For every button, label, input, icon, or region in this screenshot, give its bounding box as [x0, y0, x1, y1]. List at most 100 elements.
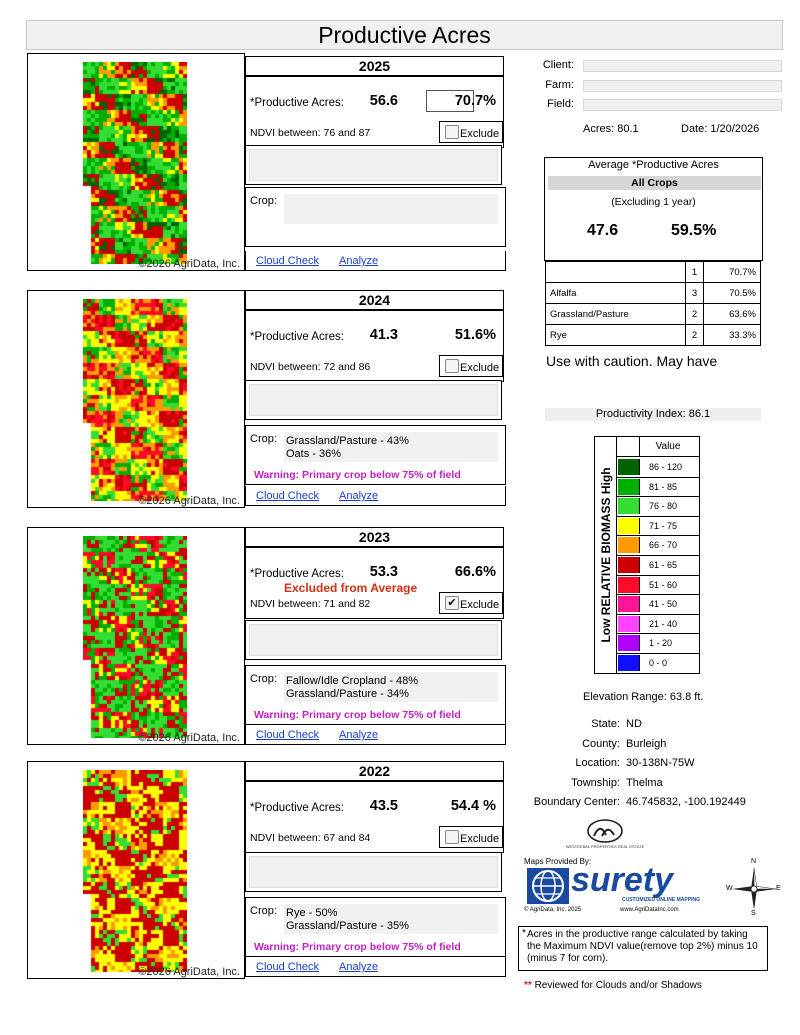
productive-acres-label: *Productive Acres: — [250, 331, 344, 343]
legend-row: 66 - 70 — [617, 536, 699, 556]
exclude-checkbox[interactable]: Exclude — [439, 355, 503, 377]
checkbox-icon[interactable] — [445, 359, 459, 373]
legend-label: 66 - 70 — [649, 540, 678, 551]
all-crops-label: All Crops — [548, 176, 761, 190]
productive-percent: 70.7% — [426, 93, 496, 109]
links-row: Cloud Check Analyze — [245, 957, 506, 977]
crop-history-pct: 70.7% — [703, 261, 761, 283]
westeebal-logo: WESTEEBAL PROPERTIES REAL ESTATE — [560, 817, 650, 851]
client-input[interactable] — [583, 60, 782, 72]
logo-icon — [587, 819, 623, 843]
average-panel: Average *Productive Acres All Crops (Exc… — [544, 157, 763, 261]
productive-acres-value: 41.3 — [369, 327, 398, 343]
crop-panel: Crop: Grassland/Pasture - 43% Oats - 36%… — [245, 425, 506, 485]
crop-history-pct: 70.5% — [703, 282, 761, 304]
checkbox-icon[interactable] — [445, 125, 459, 139]
crop-history-count: 2 — [685, 303, 704, 325]
crop-list: Fallow/Idle Cropland - 48% Grassland/Pas… — [284, 672, 498, 702]
surety-wordmark: surety — [571, 861, 674, 899]
productive-acres-value: 53.3 — [369, 564, 398, 580]
crop-history-crop: Alfalfa — [545, 282, 686, 304]
productive-percent-value: 70.7 — [454, 93, 484, 109]
productivity-index: Productivity Index: 86.1 — [545, 408, 761, 421]
logo-caption: WESTEEBAL PROPERTIES REAL ESTATE — [565, 844, 645, 849]
elevation-range: Elevation Range: 63.8 ft. — [583, 691, 704, 703]
legend-swatch — [618, 596, 640, 613]
exclude-checkbox[interactable]: Exclude — [439, 826, 503, 848]
legend-label: 76 - 80 — [649, 501, 678, 512]
legend-row: 21 - 40 — [617, 615, 699, 635]
percent-sign: % — [483, 564, 496, 580]
legend-label: 81 - 85 — [649, 481, 678, 492]
cloud-check-link[interactable]: Cloud Check — [256, 961, 319, 973]
exclude-label: Exclude — [460, 599, 500, 611]
footnote-box: * Acres in the productive range calculat… — [518, 926, 768, 971]
exclude-checkbox[interactable]: ✔ Exclude — [439, 592, 503, 614]
checkbox-icon[interactable] — [445, 830, 459, 844]
crop-list — [284, 194, 498, 224]
checkmark-icon[interactable]: ✔ — [445, 596, 459, 610]
exclude-checkbox[interactable]: Exclude — [439, 121, 503, 143]
legend-row: 1 - 20 — [617, 634, 699, 654]
crop-history-row: 1 70.7% — [545, 261, 761, 283]
globe-icon — [527, 868, 569, 904]
notes-field[interactable] — [245, 380, 502, 420]
info-label: Township: — [571, 776, 620, 789]
legend-swatch — [618, 655, 640, 671]
cloud-check-link[interactable]: Cloud Check — [256, 490, 319, 502]
cloud-check-link[interactable]: Cloud Check — [256, 729, 319, 741]
crop-warning: Warning: Primary crop below 75% of field — [254, 469, 461, 481]
info-value: Thelma — [626, 776, 663, 789]
legend-swatch — [618, 498, 640, 515]
legend-swatch — [618, 635, 640, 652]
analyze-link[interactable]: Analyze — [339, 255, 379, 267]
notes-field[interactable] — [245, 852, 502, 892]
analyze-link[interactable]: Analyze — [339, 490, 379, 502]
date-label: Date: — [681, 123, 708, 135]
productive-acres-label: *Productive Acres: — [250, 802, 344, 814]
year-heading: 2024 — [245, 290, 504, 310]
legend-header: Value — [617, 437, 699, 457]
productive-acres-value: 56.6 — [369, 93, 398, 109]
legend-label: 51 - 60 — [649, 579, 678, 590]
info-label: Boundary Center: — [533, 796, 620, 808]
legend-swatch — [618, 517, 640, 534]
field-input[interactable] — [583, 99, 782, 111]
logo-website: www.AgriDataInc.com — [620, 907, 679, 913]
exclude-label: Exclude — [460, 128, 500, 140]
crop-history-count: 3 — [685, 282, 704, 304]
farm-label: Farm: — [545, 79, 574, 91]
cloud-check-link[interactable]: Cloud Check — [256, 255, 319, 267]
info-label: State: — [591, 718, 620, 730]
farm-input[interactable] — [583, 80, 782, 92]
analyze-link[interactable]: Analyze — [339, 961, 379, 973]
date-value: 1/20/2026 — [710, 123, 760, 135]
footnote-marker: * — [522, 928, 526, 939]
crop-history-crop: Rye — [545, 324, 686, 346]
maps-provided-label: Maps Provided By: — [524, 857, 592, 866]
legend-label: 71 - 75 — [649, 520, 678, 531]
caution-text: Use with caution. May have — [546, 353, 718, 369]
legend-swatch — [618, 537, 640, 554]
legend-label: 41 - 50 — [649, 599, 678, 610]
notes-field[interactable] — [245, 620, 502, 660]
crop-history-crop: Grassland/Pasture — [545, 303, 686, 325]
average-percent: 59.5% — [671, 222, 717, 239]
compass-s: S — [751, 910, 756, 917]
biomass-legend: Low RELATIVE BIOMASS High Value 86 - 120… — [594, 436, 700, 674]
crop-label: Crop: — [250, 673, 277, 685]
legend-row: 61 - 65 — [617, 556, 699, 576]
productive-acres-label: *Productive Acres: — [250, 97, 344, 109]
map-copyright: ©2026 AgriData, Inc. — [138, 258, 240, 270]
notes-field[interactable] — [245, 145, 502, 185]
analyze-link[interactable]: Analyze — [339, 729, 379, 741]
surety-logo: surety CUSTOMIZED ONLINE MAPPING — [524, 861, 704, 905]
crop-history-count: 1 — [685, 261, 704, 283]
date-info: Date: 1/20/2026 — [681, 123, 759, 135]
surety-tagline: CUSTOMIZED ONLINE MAPPING — [622, 897, 700, 903]
productive-percent-value: 66.6 — [454, 564, 484, 580]
legend-label: 1 - 20 — [649, 638, 673, 649]
excluding-note: (Excluding 1 year) — [611, 196, 696, 208]
ndvi-map-image — [83, 62, 187, 264]
legend-row: 81 - 85 — [617, 478, 699, 498]
